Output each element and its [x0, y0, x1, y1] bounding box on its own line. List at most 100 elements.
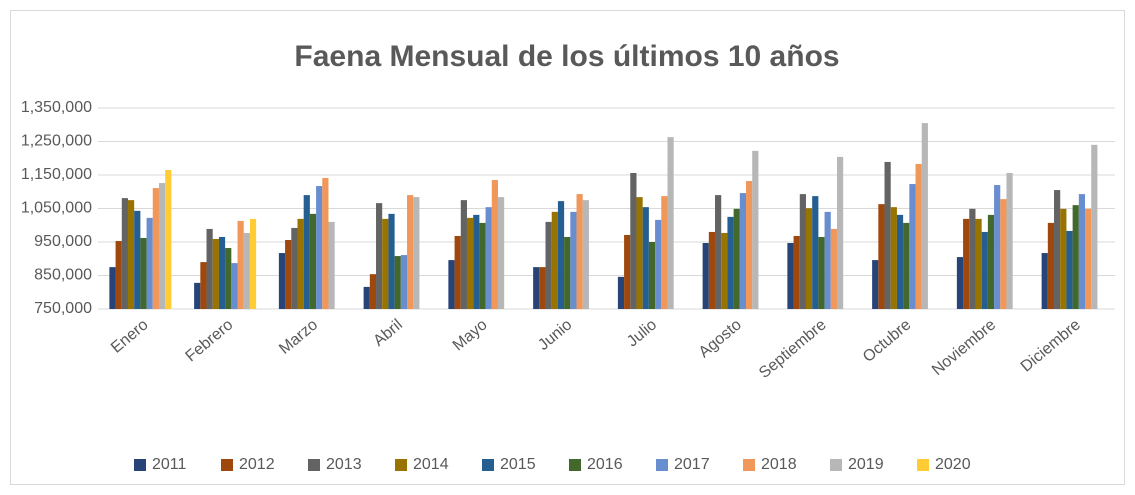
bar [382, 218, 389, 309]
bar [702, 243, 709, 309]
bar [121, 198, 128, 309]
bar [206, 228, 213, 309]
bar [466, 217, 474, 309]
bar [363, 286, 370, 309]
bar [824, 211, 831, 309]
bar [981, 231, 988, 309]
bar [303, 195, 310, 309]
bar [328, 221, 335, 309]
bar [818, 236, 825, 309]
bar [1072, 205, 1079, 309]
bar [878, 204, 885, 309]
legend-label: 2014 [413, 456, 449, 473]
bar [388, 213, 395, 309]
y-tick-label: 950,000 [34, 233, 92, 250]
bar [285, 239, 292, 309]
bar [655, 219, 662, 309]
legend-label: 2020 [935, 456, 971, 473]
bar [497, 197, 505, 309]
bar [661, 196, 668, 309]
bar [975, 218, 982, 309]
bar [630, 172, 637, 309]
bar [413, 197, 420, 309]
bar [140, 237, 147, 309]
bar [576, 194, 583, 309]
bar [165, 169, 172, 309]
bar [708, 231, 716, 309]
bar [1078, 194, 1086, 309]
bar [746, 181, 753, 309]
bar [249, 218, 257, 309]
bar [956, 257, 964, 309]
bar [400, 255, 408, 309]
bar [896, 214, 904, 309]
bar [667, 137, 674, 309]
y-tick-label: 1,250,000 [21, 133, 92, 150]
bar [278, 253, 286, 309]
bar [146, 217, 153, 309]
bar [237, 220, 244, 309]
bar [291, 227, 298, 309]
legend-label: 2016 [587, 456, 623, 473]
bar [1047, 222, 1055, 309]
bar [1060, 208, 1067, 309]
bar [963, 218, 970, 309]
bar [454, 235, 461, 309]
bar [134, 210, 141, 309]
bar [194, 282, 201, 309]
bar [243, 232, 250, 309]
bar [890, 207, 897, 309]
y-tick-label: 1,350,000 [21, 99, 92, 116]
legend-swatch [830, 459, 842, 471]
bar [533, 267, 540, 309]
bar [903, 222, 910, 309]
bar [642, 207, 649, 309]
bar [799, 194, 806, 309]
bar [969, 208, 976, 309]
bar [545, 221, 552, 309]
bar [316, 186, 323, 309]
bar [551, 211, 558, 309]
legend-swatch [221, 459, 233, 471]
bar [479, 222, 486, 309]
bar [721, 232, 728, 309]
bar [1054, 190, 1061, 309]
bar [212, 238, 219, 309]
bar [539, 267, 546, 309]
bar [805, 208, 813, 309]
bar [485, 207, 492, 309]
bar [115, 240, 122, 309]
bar [473, 214, 480, 309]
bar [448, 260, 455, 309]
bar [322, 178, 329, 309]
bar [1000, 199, 1007, 309]
legend-label: 2019 [848, 456, 884, 473]
bar [218, 236, 226, 309]
bar [830, 228, 837, 309]
bar [617, 276, 625, 309]
bar [297, 218, 304, 309]
legend-swatch [656, 459, 668, 471]
chart-title: Faena Mensual de los últimos 10 años [294, 40, 839, 73]
bar [1066, 230, 1073, 309]
bar [491, 180, 498, 309]
y-tick-label: 1,150,000 [21, 166, 92, 183]
y-tick-label: 850,000 [34, 267, 92, 284]
bar [225, 248, 232, 309]
y-tick-label: 750,000 [34, 300, 92, 317]
legend-label: 2017 [674, 456, 710, 473]
bar [884, 161, 891, 309]
bar [127, 200, 135, 309]
bar [1085, 208, 1092, 309]
legend-label: 2015 [500, 456, 536, 473]
bar [407, 195, 414, 309]
bar [727, 216, 734, 309]
legend-swatch [569, 459, 581, 471]
bar [1006, 172, 1013, 309]
bar [109, 267, 116, 309]
bar [582, 200, 589, 309]
bar [200, 262, 207, 309]
bar [231, 263, 238, 309]
bar [715, 195, 722, 309]
bar [557, 201, 565, 309]
